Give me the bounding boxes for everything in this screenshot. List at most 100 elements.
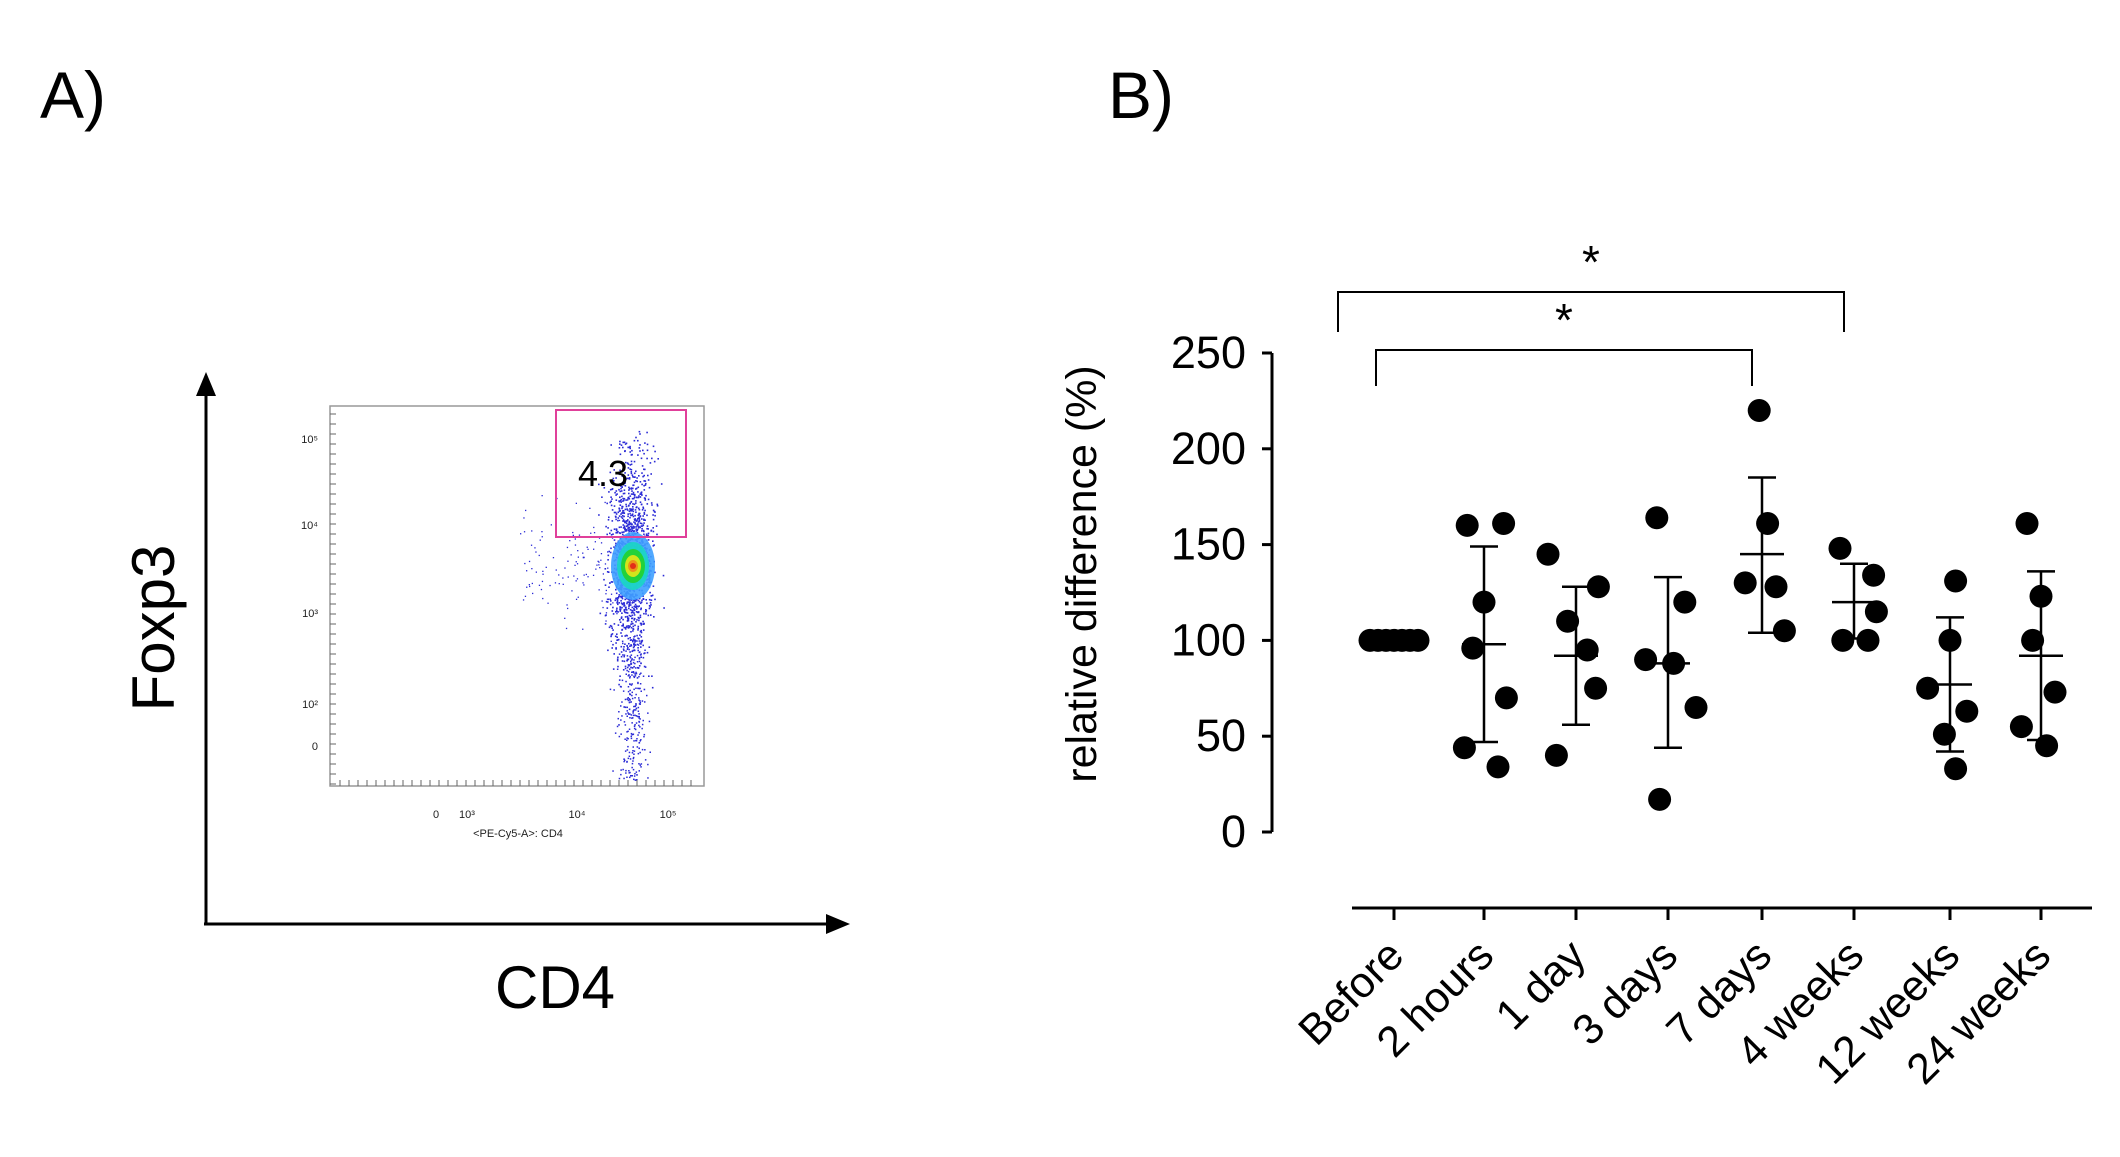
flow-dot	[567, 607, 569, 610]
flow-dot	[621, 505, 624, 508]
flow-dot	[641, 483, 643, 486]
panel-b-label: B)	[1108, 58, 1174, 132]
flow-dot	[642, 675, 645, 677]
flow-dot	[625, 505, 628, 508]
flow-dot	[629, 509, 632, 512]
flow-dot	[634, 518, 637, 520]
flow-dot	[644, 442, 646, 444]
flow-dot	[531, 568, 533, 570]
flow-dot	[629, 637, 631, 639]
flow-dot	[628, 510, 631, 512]
flow-dot	[633, 619, 635, 621]
flow-dot	[633, 521, 635, 523]
flow-dot	[618, 519, 621, 522]
flow-dot	[598, 483, 600, 486]
flow-dot	[628, 708, 631, 711]
flow-dot	[541, 531, 543, 533]
flow-dot	[549, 584, 551, 587]
flow-dot	[630, 500, 633, 503]
flow-dot	[626, 715, 628, 717]
flow-dot	[630, 737, 633, 740]
flow-dot	[612, 602, 614, 604]
flow-dot	[604, 563, 607, 565]
flow-dot	[615, 528, 618, 531]
flow-dot	[630, 631, 632, 633]
flow-dot	[643, 484, 645, 487]
flow-dot	[615, 529, 618, 532]
flow-dot	[625, 769, 627, 772]
flow-dot	[621, 701, 623, 703]
flow-dot	[641, 700, 644, 702]
data-point	[1455, 513, 1479, 537]
flow-dot	[605, 593, 607, 595]
flow-dot	[624, 443, 627, 445]
flow-dot	[644, 701, 646, 703]
flow-dot	[598, 537, 601, 539]
flow-dot	[632, 756, 635, 759]
flow-dot	[652, 540, 654, 542]
flow-dot	[615, 597, 617, 600]
flow-dot	[632, 661, 635, 664]
flow-dot	[617, 519, 619, 522]
flow-dot	[631, 717, 633, 719]
flow-dot	[634, 724, 636, 726]
flow-dot	[638, 508, 641, 511]
flow-dot	[639, 614, 642, 617]
flow-dot	[615, 648, 617, 650]
flow-dot	[625, 713, 627, 715]
flow-dot	[620, 600, 622, 602]
flow-dot	[613, 689, 615, 691]
flow-dot	[639, 701, 642, 704]
flow-dot	[638, 720, 640, 723]
flow-dot	[633, 494, 636, 497]
flow-dot	[623, 604, 626, 607]
flow-dot	[656, 533, 658, 536]
flow-dot	[635, 611, 638, 613]
flow-dot	[624, 508, 627, 511]
flow-y-tick: 0	[312, 741, 318, 753]
flow-dot	[535, 551, 537, 553]
flow-dot	[637, 491, 639, 493]
flow-dot	[643, 623, 645, 625]
flow-dot	[621, 628, 624, 631]
flow-dot	[613, 528, 616, 530]
flow-dot	[633, 472, 636, 475]
flow-dot	[585, 573, 587, 576]
flow-dot	[640, 763, 643, 765]
flow-dot	[644, 666, 647, 668]
flow-dot	[628, 664, 631, 666]
flow-dot	[621, 715, 623, 717]
flow-dot	[626, 731, 628, 733]
flow-dot	[643, 533, 645, 536]
flow-dot	[631, 449, 633, 452]
flow-dot	[626, 749, 629, 751]
flow-dot	[637, 647, 639, 649]
flow-dot	[638, 715, 640, 718]
flow-dot	[646, 457, 648, 460]
flow-dot	[620, 485, 622, 487]
flow-dot	[611, 633, 614, 635]
flow-dot	[626, 739, 628, 741]
flow-dot	[635, 740, 638, 742]
flow-dot	[619, 595, 622, 598]
flow-dot	[620, 513, 622, 515]
flow-dot	[623, 777, 625, 780]
flow-dot	[583, 584, 585, 586]
flow-dot	[619, 496, 621, 499]
flow-dot	[607, 567, 609, 569]
y-tick-label: 150	[1171, 519, 1246, 570]
flow-dot	[645, 494, 647, 497]
flow-dot	[623, 706, 625, 708]
flow-dot	[631, 671, 633, 673]
flow-dot	[628, 599, 630, 601]
flow-dot	[633, 727, 636, 730]
flow-dot	[528, 584, 530, 586]
flow-dot	[630, 454, 633, 456]
flow-dot	[638, 660, 641, 663]
flow-dot	[640, 503, 643, 506]
flow-dot	[618, 507, 620, 510]
flow-dot	[626, 615, 629, 618]
flow-dot	[619, 440, 621, 443]
flow-dot	[639, 481, 642, 483]
flow-dot	[630, 487, 633, 489]
